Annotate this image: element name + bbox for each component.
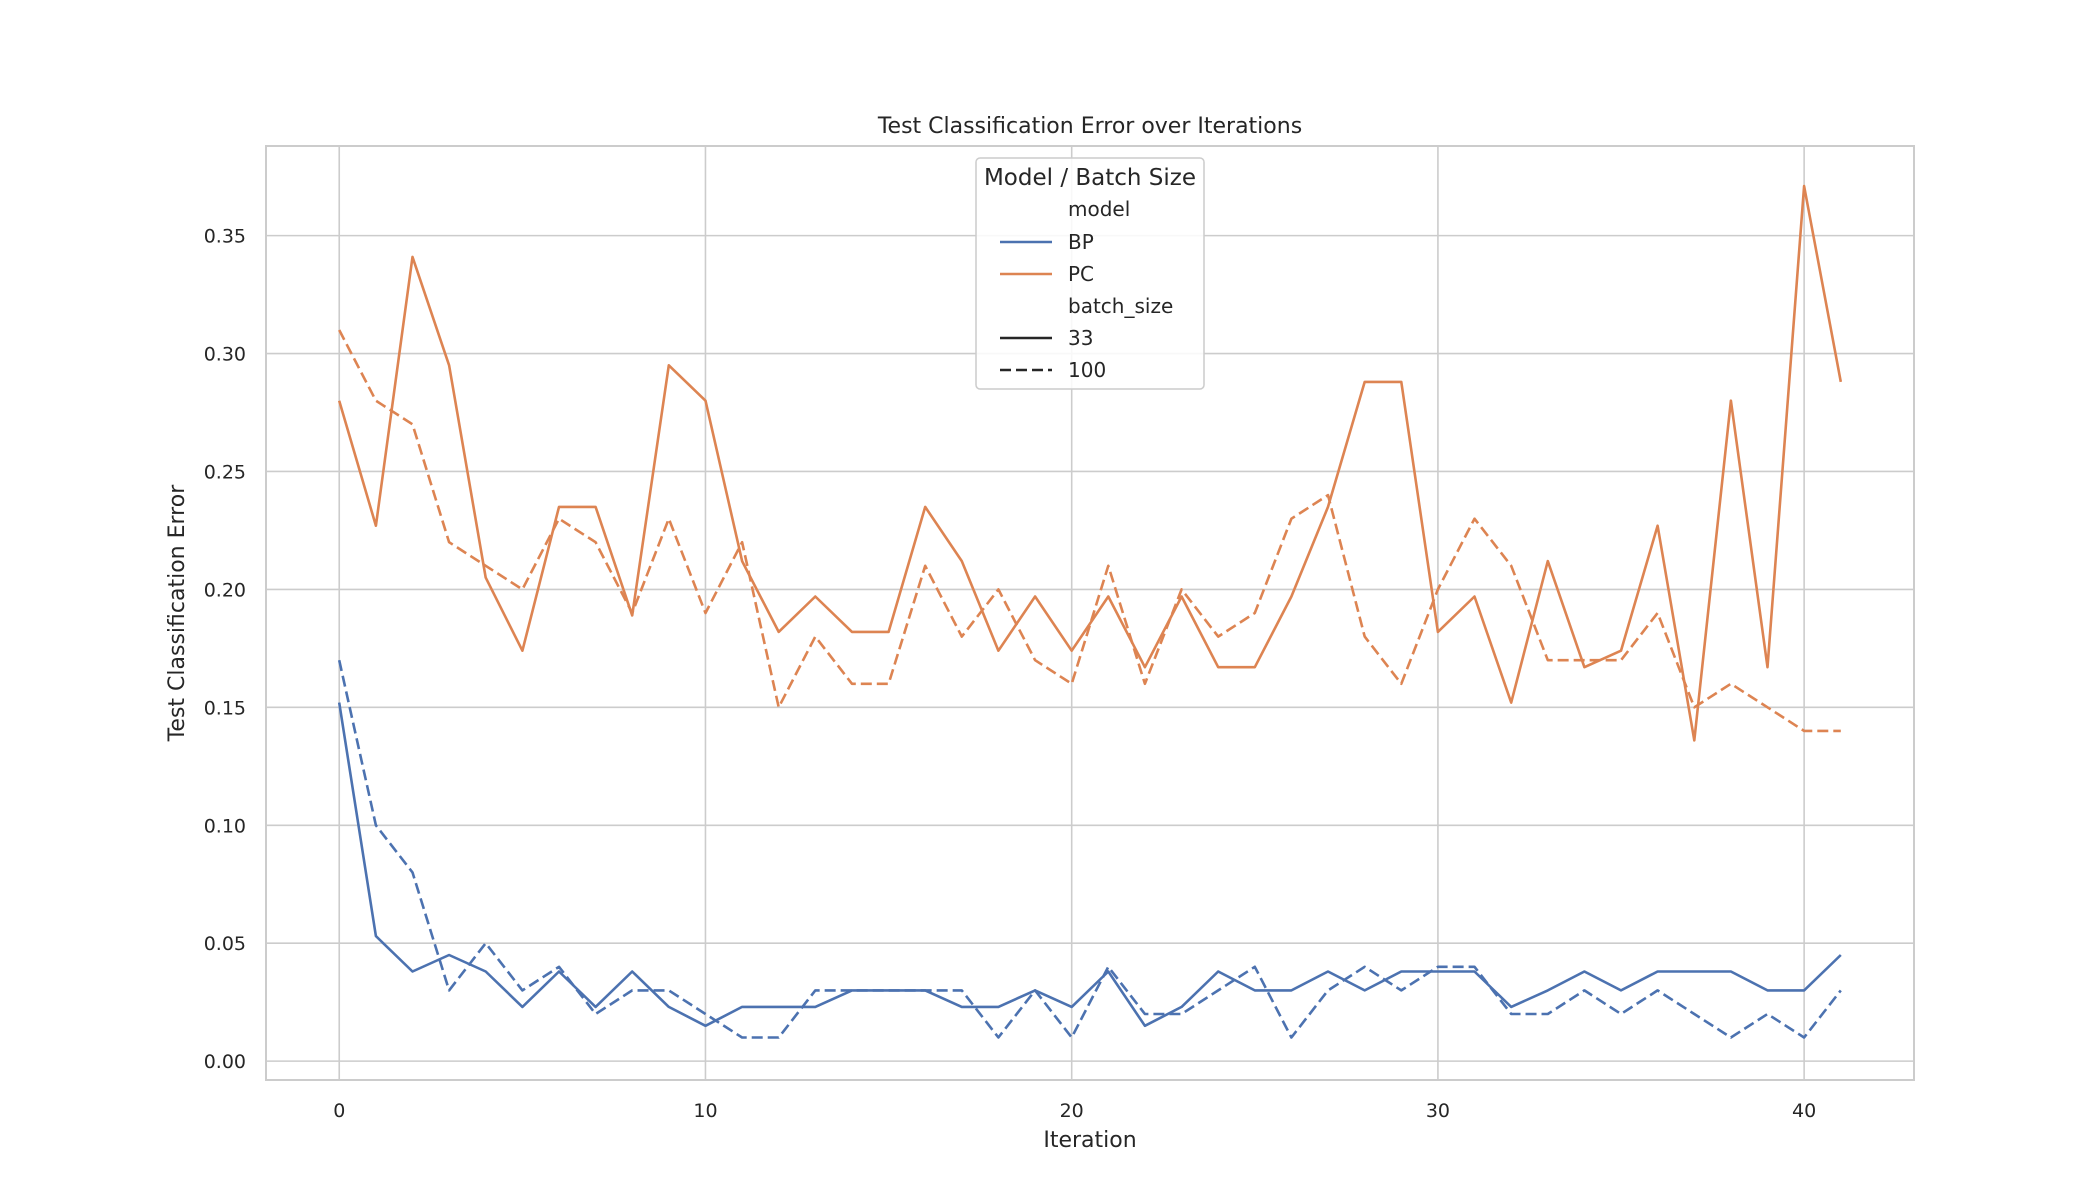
series-line-pc-batch-33 [337,184,1843,742]
y-tick-label: 0.00 [204,1051,246,1073]
x-tick-label: 10 [693,1100,717,1122]
y-tick-label: 0.20 [204,579,246,601]
series-line-pc-batch-100 [338,329,1841,733]
legend: Model / Batch Size model BP PC batch_siz… [975,157,1205,390]
grid [266,146,1914,1080]
x-tick-label: 40 [1792,1100,1816,1122]
y-tick-label: 0.30 [204,344,246,366]
legend-title: Model / Batch Size [984,165,1196,191]
x-tick-label: 0 [333,1100,345,1122]
y-tick-label: 0.15 [204,697,246,719]
chart-title: Test Classification Error over Iteration… [877,114,1302,139]
legend-model-header: model [1068,197,1130,221]
legend-label-pc: PC [1068,262,1094,286]
y-tick-label: 0.10 [204,815,246,837]
tick-labels: 0 10 20 30 40 0.00 0.05 0.10 0.15 0.20 0.25 0.30 0.3… [204,226,1817,1122]
x-tick-label: 30 [1426,1100,1450,1122]
series-line-bp-batch-100 [337,659,1842,1039]
series-lines [337,184,1843,1039]
legend-label-bp: BP [1068,230,1094,254]
x-axis-label: Iteration [1043,1128,1136,1153]
legend-box [975,157,1205,390]
series-line-bp-batch-33 [337,702,1842,1028]
legend-batch-header: batch_size [1068,294,1173,318]
legend-label-batch-33: 33 [1068,326,1093,350]
y-tick-label: 0.35 [204,226,246,248]
legend-label-batch-100: 100 [1068,358,1106,382]
y-tick-label: 0.25 [204,461,246,483]
y-axis-label: Test Classification Error [165,484,190,742]
x-tick-label: 20 [1060,1100,1084,1122]
y-tick-label: 0.05 [204,933,246,955]
